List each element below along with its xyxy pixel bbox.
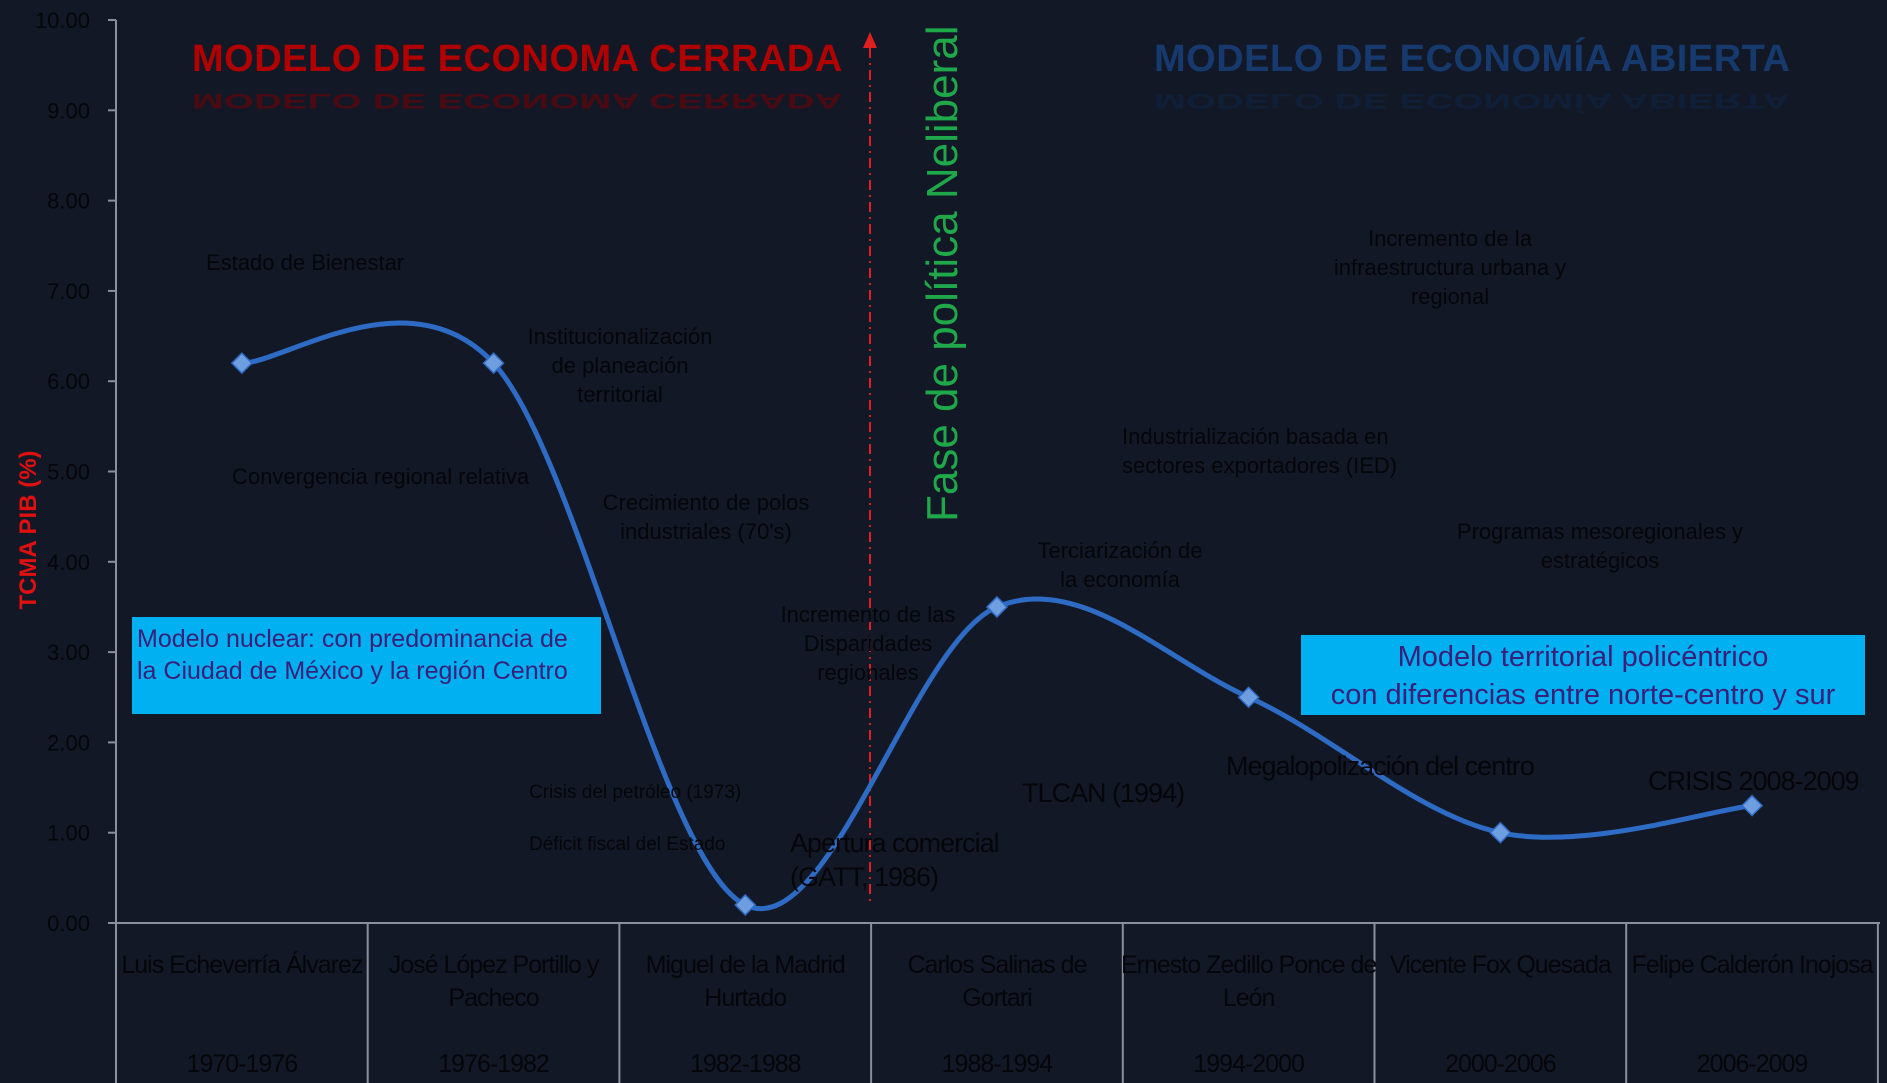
annotation-crecimiento-polos: Crecimiento de polos industriales (70's) (602, 490, 810, 544)
series-line (241, 320, 1753, 911)
nuclear-model-text: Modelo nuclear: con predominancia de la … (137, 625, 568, 685)
y-tick-labels: 0.00 1.00 2.00 3.00 4.00 5.00 6.00 7.00 8.00 9.00… (35, 8, 116, 936)
annotation-incremento-infraestructura: Incremento de la infraestructura urbana … (1333, 226, 1567, 309)
annotation-programas: Programas mesoregionales y estratégicos (1456, 519, 1744, 573)
data-point (230, 352, 253, 375)
neoliberal-phase-label: Fase de política Neliberal (918, 25, 967, 522)
open-model-title-reflection: MODELO DE ECONOMÍA ABIERTA (1154, 88, 1791, 112)
annotation-industrializacion: Industrialización basada en sectores exp… (1122, 424, 1398, 478)
polycentric-model-text: Modelo territorial policéntrico con dife… (1330, 641, 1836, 711)
neoliberal-phase-arrow (863, 32, 877, 48)
annotation-crisis-2008: CRISIS 2008-2009 (1648, 766, 1860, 796)
x-category-name: José López Portillo y (389, 951, 600, 979)
annotation-apertura: Apertura comercial (GATT, 1986) (790, 828, 1000, 892)
annotation-institucionalizacion: Institucionalización de planeación terri… (527, 324, 713, 407)
y-tick-label: 0.00 (47, 911, 90, 936)
annotation-crisis-petroleo: Crisis del petróleo (1973) (529, 782, 742, 803)
y-tick-label: 4.00 (47, 550, 90, 575)
x-category-period: 1994-2000 (1193, 1050, 1304, 1078)
y-axis-label: TCMA PIB (%) (15, 450, 42, 609)
x-category-period: 1970-1976 (187, 1050, 298, 1078)
data-point (1740, 794, 1764, 817)
x-category-period: 2000-2006 (1445, 1050, 1556, 1078)
data-point (482, 352, 505, 375)
series-markers (230, 352, 1764, 917)
y-tick-label: 3.00 (47, 640, 90, 665)
data-point (734, 893, 757, 917)
axis-frame (115, 20, 1880, 1083)
annotation-incremento-disparidades: Incremento de las Disparidades regionale… (780, 602, 956, 685)
annotation-tlcan: TLCAN (1994) (1022, 778, 1185, 808)
x-category-name: Felipe Calderón Inojosa (1632, 951, 1874, 979)
closed-model-title: MODELO DE ECONOMA CERRADA (192, 38, 843, 80)
annotation-terciarizacion: Terciarización de la economía (1037, 538, 1203, 592)
data-point (1237, 686, 1260, 709)
x-category-name: Luis Echeverría Álvarez (121, 950, 363, 979)
x-category-name: Pacheco (448, 984, 538, 1012)
annotation-estado-bienestar: Estado de Bienestar (206, 250, 405, 275)
x-category-name: Ernesto Zedillo Ponce de (1121, 951, 1376, 979)
y-tick-label: 10.00 (35, 8, 90, 33)
open-model-title: MODELO DE ECONOMÍA ABIERTA (1154, 38, 1791, 80)
x-category-period: 1976-1982 (438, 1050, 549, 1078)
annotation-convergencia: Convergencia regional relativa (232, 464, 530, 489)
y-tick-label: 8.00 (47, 189, 90, 214)
annotation-megalopolizacion: Megalopolización del centro (1226, 751, 1535, 781)
x-category-period: 1988-1994 (942, 1050, 1054, 1078)
data-point (1489, 821, 1512, 844)
x-category-labels: Luis Echeverría Álvarez 1970-1976 José Lóp… (121, 950, 1874, 1078)
polycentric-model-box: Modelo territorial policéntrico con dife… (1301, 635, 1865, 715)
data-point (985, 595, 1009, 619)
y-tick-label: 9.00 (47, 98, 90, 123)
y-tick-label: 1.00 (47, 821, 90, 846)
x-category-name: Carlos Salinas de (907, 951, 1086, 979)
x-category-name: Miguel de la Madrid (646, 951, 845, 979)
y-tick-label: 7.00 (47, 279, 90, 304)
y-tick-label: 5.00 (47, 460, 90, 485)
y-tick-label: 6.00 (47, 369, 90, 394)
nuclear-model-box: Modelo nuclear: con predominancia de la … (132, 617, 601, 714)
y-tick-label: 2.00 (47, 730, 90, 755)
x-category-period: 2006-2009 (1697, 1050, 1808, 1078)
x-category-name: Hurtado (704, 984, 786, 1012)
closed-model-title-reflection: MODELO DE ECONOMA CERRADA (192, 88, 843, 112)
annotation-deficit-fiscal: Déficit fiscal del Estado (529, 834, 726, 855)
x-category-period: 1982-1988 (690, 1050, 801, 1078)
x-category-name: León (1223, 984, 1275, 1012)
x-category-name: Vicente Fox Quesada (1390, 951, 1612, 979)
x-category-name: Gortari (962, 984, 1031, 1012)
